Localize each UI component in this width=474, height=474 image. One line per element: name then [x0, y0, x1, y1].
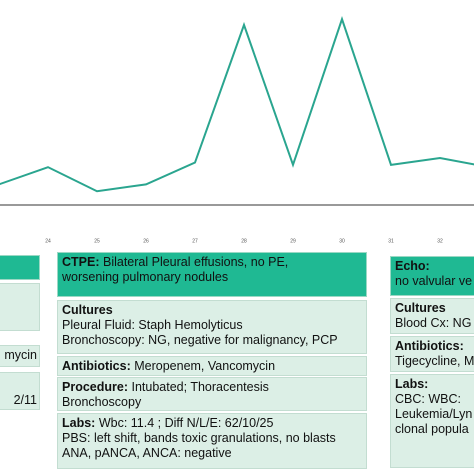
text: ANA, pANCA, ANCA: negative [62, 446, 232, 460]
card-body: Antibiotics: Meropenem, Vancomycin [57, 356, 367, 376]
text: Blood Cx: NG [395, 316, 472, 330]
card-body: Antibiotics: Tigecycline, M [390, 336, 474, 372]
text: Tigecycline, M [395, 354, 474, 368]
label: Antibiotics: [62, 359, 131, 373]
text: Bronchoscopy: NG, negative for malignanc… [62, 333, 338, 347]
label: Labs: [62, 416, 96, 430]
text: Bilateral Pleural effusions, no PE, [102, 255, 289, 269]
card-body: Labs: Wbc: 11.4 ; Diff N/L/E: 62/10/25 P… [57, 413, 367, 469]
label: Echo: [395, 259, 430, 273]
text: CBC: WBC: [395, 392, 461, 406]
line [0, 16, 474, 193]
text: PBS: left shift, bands toxic granulation… [62, 431, 336, 445]
x-tick-label: 30 [339, 238, 345, 244]
card-header: CTPE: Bilateral Pleural effusions, no PE… [57, 252, 367, 297]
label: CTPE: [62, 255, 100, 269]
text: clonal popula [395, 422, 469, 436]
x-tick-label: 24 [45, 238, 51, 244]
text: Bronchoscopy [62, 395, 142, 409]
text: Leukemia/Lyn [395, 407, 473, 421]
card-body [0, 283, 40, 331]
x-tick-label: 31 [388, 238, 394, 244]
text: worsening pulmonary nodules [62, 270, 229, 284]
card-body: Procedure: Intubated; Thoracentesis Bron… [57, 377, 367, 411]
card-body: Cultures Pleural Fluid: Staph Hemolyticu… [57, 300, 367, 354]
text: Wbc: 11.4 ; Diff N/L/E: 62/10/25 [98, 416, 274, 430]
x-tick-label: 25 [94, 238, 100, 244]
text: Intubated; Thoracentesis [131, 380, 269, 394]
x-tick-label: 29 [290, 238, 296, 244]
card-body: 2/11 [0, 372, 40, 410]
label: Cultures [62, 303, 113, 317]
label: Cultures [395, 301, 446, 315]
text: no valvular ve [395, 274, 473, 288]
text: Pleural Fluid: Staph Hemolyticus [62, 318, 243, 332]
label: Antibiotics: [395, 339, 464, 353]
text: Meropenem, Vancomycin [134, 359, 276, 373]
x-tick-label: 27 [192, 238, 198, 244]
x-tick-label: 26 [143, 238, 149, 244]
x-tick-label: 28 [241, 238, 247, 244]
text: 2/11 [13, 393, 37, 407]
card-header: Echo: no valvular ve [390, 256, 474, 296]
card-header [0, 255, 40, 280]
x-tick-label: 32 [437, 238, 443, 244]
card-body: Cultures Blood Cx: NG [390, 298, 474, 334]
card-body: mycin [0, 345, 40, 367]
card-body: Labs: CBC: WBC: Leukemia/Lyn clonal popu… [390, 374, 474, 468]
text: mycin [4, 348, 37, 362]
label: Procedure: [62, 380, 128, 394]
label: Labs: [395, 377, 429, 391]
chart: 24 25 26 27 28 29 30 31 32 [0, 16, 474, 244]
